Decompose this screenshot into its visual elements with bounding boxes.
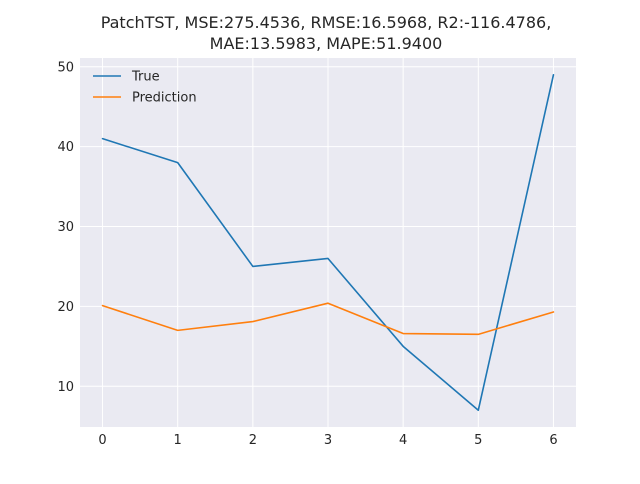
axis-tick-labels: 0 1 2 3 4 5 6 10 20 30 40 50 — [57, 60, 557, 448]
y-tick-label: 30 — [57, 220, 74, 235]
y-tick-label: 20 — [57, 300, 74, 315]
x-tick-label: 4 — [399, 433, 407, 448]
x-tick-label: 0 — [98, 433, 106, 448]
grid-lines — [80, 58, 576, 427]
y-tick-label: 10 — [57, 380, 74, 395]
legend: True Prediction — [93, 70, 197, 106]
series-line-1 — [101, 302, 555, 336]
chart-title-line-1: PatchTST, MSE:275.4536, RMSE:16.5968, R2… — [101, 13, 552, 32]
x-tick-label: 3 — [324, 433, 332, 448]
legend-label: Prediction — [132, 91, 197, 106]
series-line-0 — [101, 73, 555, 412]
chart-title-line-2: MAE:13.5983, MAPE:51.9400 — [210, 34, 443, 53]
y-tick-label: 50 — [57, 60, 74, 75]
legend-label: True — [131, 70, 160, 85]
x-tick-label: 1 — [174, 433, 182, 448]
x-tick-label: 6 — [549, 433, 557, 448]
series-lines — [101, 73, 555, 412]
y-tick-label: 40 — [57, 140, 74, 155]
x-tick-label: 2 — [249, 433, 257, 448]
x-tick-label: 5 — [474, 433, 482, 448]
chart-title: PatchTST, MSE:275.4536, RMSE:16.5968, R2… — [101, 13, 552, 53]
